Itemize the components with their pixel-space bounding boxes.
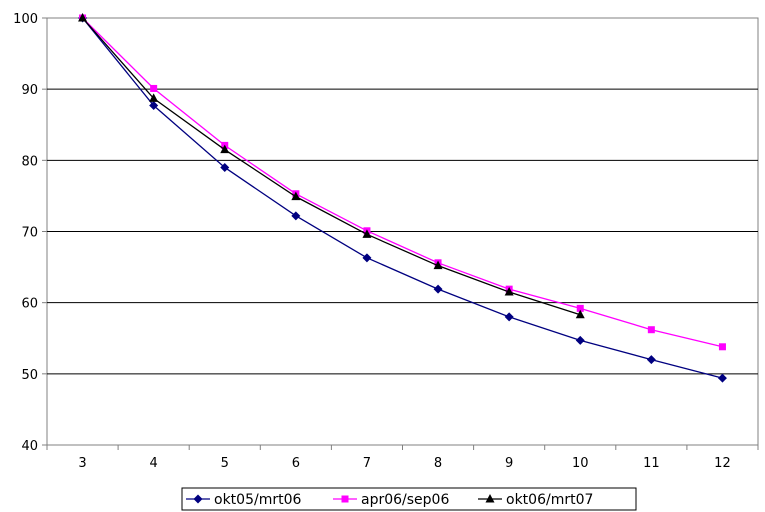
legend-marker (193, 494, 203, 504)
series-line (82, 17, 581, 316)
data-point (646, 355, 656, 365)
legend-entry-1: okt05/mrt06 (186, 492, 301, 508)
data-point (575, 335, 585, 345)
x-tick-label: 5 (221, 456, 229, 471)
data-point (220, 144, 230, 154)
x-tick-label: 4 (150, 456, 158, 471)
data-point (718, 343, 726, 351)
y-tick-label: 40 (21, 439, 38, 454)
x-tick-label: 10 (572, 456, 589, 471)
data-point (78, 13, 88, 22)
y-tick-label: 100 (13, 12, 38, 27)
legend-label: okt05/mrt06 (214, 492, 301, 508)
series-line (82, 17, 723, 348)
data-point (149, 101, 159, 111)
axes: 40 50 60 70 80 90 100 3 4 5 6 7 8 9 10 11 12 (13, 12, 759, 471)
data-point (149, 93, 159, 102)
y-tick-label: 80 (21, 154, 38, 169)
x-tick-label: 7 (363, 456, 371, 471)
legend-entry-3: okt06/mrt07 (478, 492, 593, 508)
legend-box (181, 487, 637, 511)
series-line (82, 17, 723, 379)
legend-marker (341, 495, 349, 503)
x-tick-label: 12 (714, 456, 731, 471)
data-point (362, 253, 372, 263)
data-point (575, 309, 585, 319)
y-tick-label: 90 (21, 83, 38, 98)
series-group (78, 13, 727, 383)
x-tick-label: 11 (643, 456, 660, 471)
data-point (576, 304, 584, 312)
data-point (220, 162, 230, 172)
x-tick-label: 6 (292, 456, 300, 471)
legend-marker (485, 494, 495, 503)
series-3 (78, 13, 585, 319)
x-tick-label: 9 (505, 456, 513, 471)
x-tick-label: 3 (78, 456, 86, 471)
y-tick-label: 70 (21, 226, 38, 241)
legend-label: apr06/sep06 (361, 492, 449, 508)
legend: okt05/mrt06 apr06/sep06 okt06/mrt07 (181, 487, 637, 511)
data-point (717, 373, 727, 383)
data-point (150, 84, 158, 92)
x-tick-label: 8 (434, 456, 442, 471)
data-point (504, 312, 514, 322)
data-point (433, 260, 443, 270)
data-point (362, 229, 372, 238)
series-1 (78, 13, 727, 383)
data-point (291, 211, 301, 221)
data-point (291, 191, 301, 201)
y-tick-label: 60 (21, 297, 38, 312)
legend-entry-2: apr06/sep06 (333, 492, 449, 508)
data-point (504, 286, 514, 296)
gridlines (47, 88, 758, 375)
y-tick-label: 50 (21, 368, 38, 383)
data-point (433, 284, 443, 294)
data-point (647, 326, 655, 334)
legend-label: okt06/mrt07 (506, 492, 593, 508)
